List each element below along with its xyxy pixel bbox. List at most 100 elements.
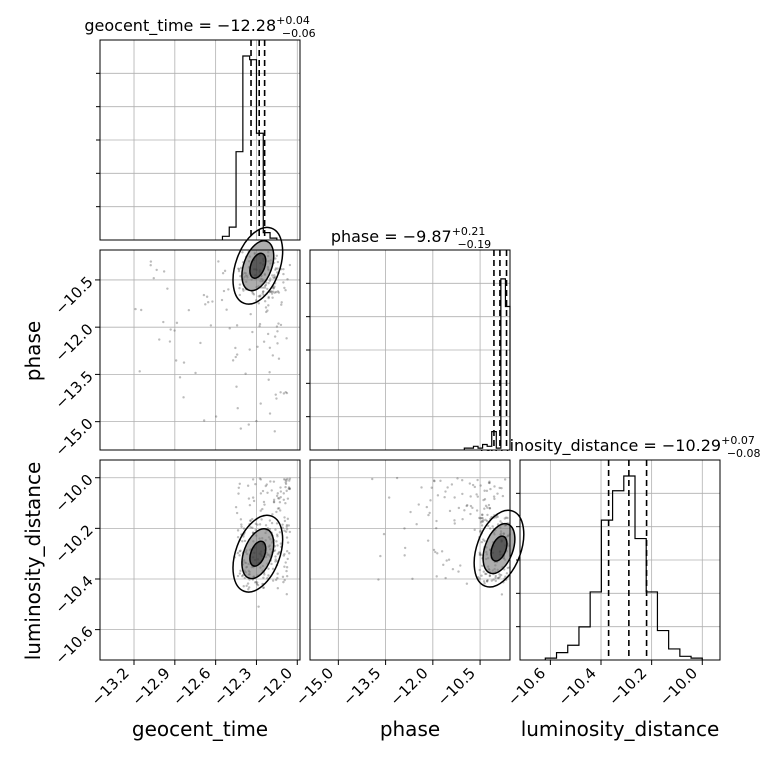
sample-point xyxy=(430,486,433,489)
sample-point xyxy=(238,572,242,575)
sample-point xyxy=(286,517,290,521)
x-axis-label-geocent-time: geocent_time xyxy=(132,717,268,741)
sample-point xyxy=(251,292,254,295)
sample-point xyxy=(162,270,166,273)
sample-point xyxy=(420,486,423,489)
sample-point xyxy=(237,268,241,271)
title-luminosity-distance: luminosity_distance = −10.29+0.07 −0.08 xyxy=(479,434,760,460)
sample-point xyxy=(262,290,265,293)
sample-point xyxy=(282,267,285,271)
sample-point xyxy=(468,482,472,485)
sample-point xyxy=(272,480,276,483)
sample-point xyxy=(280,303,283,306)
sample-point xyxy=(270,292,274,295)
sample-point xyxy=(288,530,292,534)
sample-point xyxy=(432,479,436,482)
y-axis-label-phase: phase xyxy=(21,321,45,381)
sample-point xyxy=(403,554,406,557)
sample-point xyxy=(498,486,501,490)
sample-point xyxy=(261,290,265,294)
sample-point xyxy=(415,523,418,526)
sample-point xyxy=(248,503,252,507)
sample-point xyxy=(202,419,206,422)
sample-point xyxy=(411,577,414,581)
sample-point xyxy=(478,551,481,554)
sample-point xyxy=(492,578,495,581)
sample-point xyxy=(272,501,276,504)
sample-point xyxy=(238,286,241,290)
sample-point xyxy=(237,267,240,270)
sample-point xyxy=(285,523,289,527)
sample-point xyxy=(283,516,286,519)
sample-point xyxy=(259,294,262,297)
sample-point xyxy=(475,493,478,496)
sample-point xyxy=(426,539,430,542)
sample-point xyxy=(276,290,280,293)
sample-point xyxy=(264,484,267,488)
sample-point xyxy=(274,267,278,270)
sample-point xyxy=(284,530,288,533)
x-axis-label-phase: phase xyxy=(380,717,440,741)
sample-point xyxy=(479,521,483,524)
histogram-luminosity_distance xyxy=(544,475,703,660)
sample-point xyxy=(273,335,277,338)
sample-point xyxy=(279,486,282,489)
sample-point xyxy=(254,522,258,526)
sample-point xyxy=(283,552,286,556)
sample-point xyxy=(479,484,482,487)
sample-point xyxy=(485,579,489,583)
sample-point xyxy=(285,593,288,596)
sample-point xyxy=(494,574,497,578)
sample-point xyxy=(263,299,267,303)
sample-point xyxy=(500,486,503,490)
sample-point xyxy=(382,532,386,536)
sample-point xyxy=(238,293,241,297)
sample-point xyxy=(249,519,252,523)
sample-point xyxy=(239,518,243,521)
sample-point xyxy=(377,578,380,581)
sample-point xyxy=(486,513,489,517)
sample-point xyxy=(482,538,485,541)
sample-point xyxy=(235,385,238,388)
sample-point xyxy=(231,359,235,362)
sample-point xyxy=(288,487,291,490)
y-axis-label-luminosity-distance: luminosity_distance xyxy=(21,462,45,661)
histogram-geocent_time xyxy=(221,55,278,240)
sample-point xyxy=(227,288,230,291)
sample-point xyxy=(403,527,406,530)
sample-point xyxy=(428,511,431,515)
sample-point xyxy=(282,492,285,495)
sample-point xyxy=(285,337,288,340)
sample-point xyxy=(284,482,288,486)
sample-point xyxy=(220,298,224,302)
sample-point xyxy=(272,500,276,503)
sample-point xyxy=(493,485,496,488)
sample-point xyxy=(447,558,451,561)
sample-point xyxy=(274,257,277,260)
sample-point xyxy=(263,284,267,288)
sample-point xyxy=(451,567,455,571)
sample-point xyxy=(251,526,254,530)
sample-point xyxy=(491,525,494,528)
sample-point xyxy=(260,518,263,521)
sample-point xyxy=(255,582,259,586)
sample-point xyxy=(264,283,268,286)
sample-point xyxy=(228,327,231,330)
sample-point xyxy=(469,504,473,508)
sample-point xyxy=(274,560,277,563)
sample-point xyxy=(480,524,484,527)
sample-point xyxy=(273,291,276,294)
sample-point xyxy=(287,487,290,491)
sample-point xyxy=(270,562,273,566)
sample-point xyxy=(251,478,255,481)
sample-point xyxy=(499,520,502,523)
sample-point xyxy=(281,523,284,526)
sample-point xyxy=(285,569,288,573)
sample-point xyxy=(267,296,270,300)
sample-point xyxy=(278,531,282,534)
sample-point xyxy=(486,579,489,582)
sample-point xyxy=(371,477,374,481)
sample-point xyxy=(488,506,492,510)
sample-point xyxy=(237,486,241,490)
sample-point xyxy=(482,498,485,502)
